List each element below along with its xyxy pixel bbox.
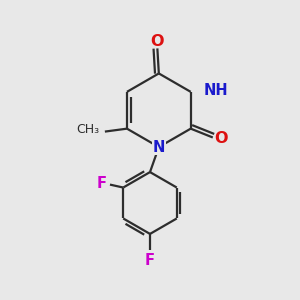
Text: F: F — [145, 253, 155, 268]
Text: O: O — [214, 131, 228, 146]
Text: O: O — [151, 34, 164, 49]
Text: N: N — [153, 140, 165, 154]
Text: F: F — [97, 176, 107, 190]
Text: CH₃: CH₃ — [76, 123, 99, 136]
Text: NH: NH — [204, 83, 229, 98]
